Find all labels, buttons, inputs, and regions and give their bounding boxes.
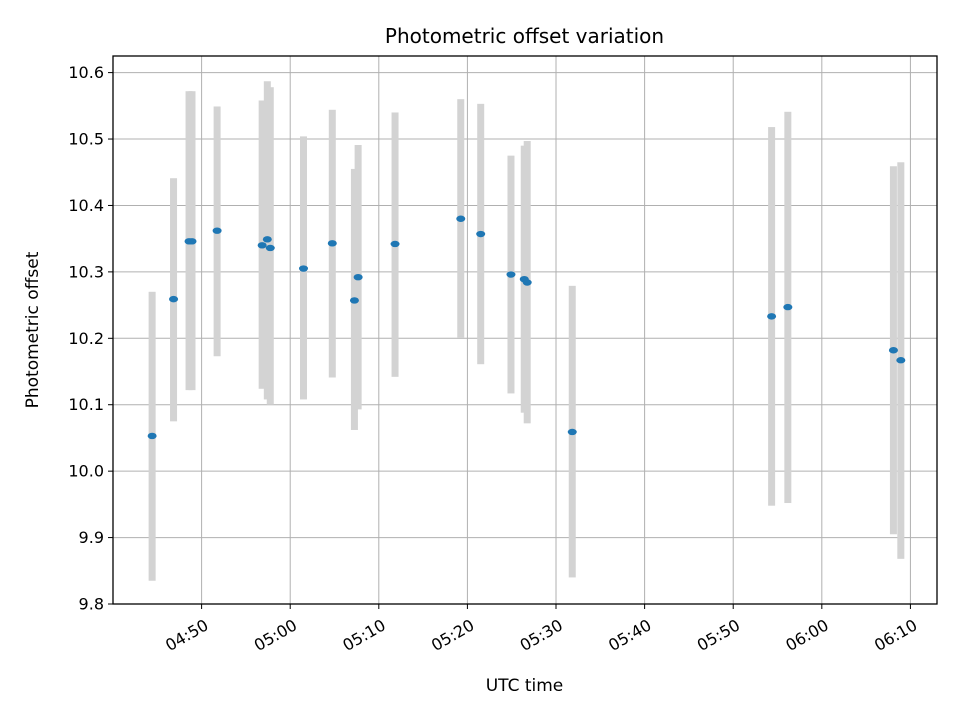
data-point [257, 242, 267, 249]
y-tick-label: 10.1 [68, 395, 104, 414]
data-point [390, 240, 400, 248]
y-tick-label: 10.0 [68, 462, 104, 481]
chart-title: Photometric offset variation [385, 24, 664, 48]
data-point [888, 347, 898, 354]
point-layer [147, 215, 906, 440]
data-point [353, 273, 363, 281]
y-axis-title: Photometric offset [23, 251, 43, 408]
y-tick-label: 9.8 [79, 595, 104, 614]
data-point [506, 271, 516, 278]
data-point [896, 357, 906, 364]
y-tick-label: 10.5 [68, 130, 104, 149]
y-tick-label: 9.9 [79, 528, 104, 547]
data-point [567, 428, 577, 436]
data-point [522, 279, 532, 286]
data-point [212, 227, 222, 234]
data-point [265, 244, 275, 252]
y-tick-label: 10.3 [68, 262, 104, 281]
data-point [783, 303, 793, 311]
data-point [169, 295, 179, 303]
x-axis-title: UTC time [486, 676, 564, 696]
y-tick-label: 10.4 [68, 196, 104, 215]
data-point [767, 313, 777, 320]
data-point [349, 297, 359, 304]
y-tick-label: 10.2 [68, 329, 104, 348]
y-axis: 9.8 9.9 10.0 10.1 10.2 10.3 10.4 10.5 10.6 [68, 63, 113, 614]
data-point [456, 215, 466, 222]
data-point [262, 236, 272, 243]
data-point [327, 240, 337, 247]
data-point [298, 265, 308, 272]
data-point [147, 432, 157, 440]
data-point [187, 238, 197, 245]
y-tick-label: 10.6 [68, 63, 104, 82]
plot-frame [112, 55, 938, 605]
data-point [476, 230, 486, 238]
